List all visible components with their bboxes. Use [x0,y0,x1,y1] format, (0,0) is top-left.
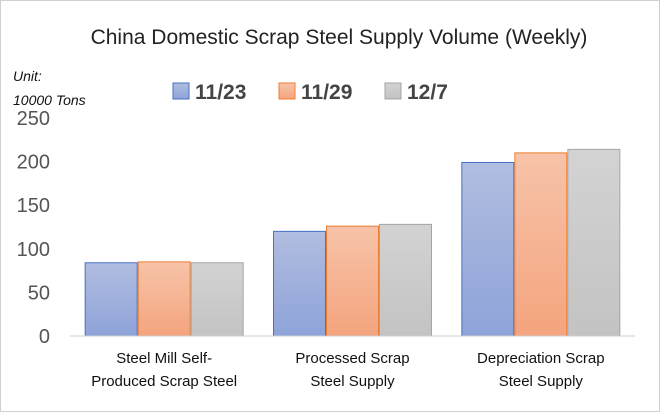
y-tick-label: 0 [39,326,50,348]
y-axis: 0 50 100 150 200 250 [17,108,50,348]
legend-label: 12/7 [407,81,448,104]
bar-11-29-cat1 [326,225,379,337]
legend-swatch [278,82,296,100]
bar-12-7-cat0 [190,262,244,337]
bar-12-7-cat2 [567,148,621,337]
legend-swatch [172,82,190,100]
unit-label-line2: 10000 Tons [13,92,86,108]
y-tick-label: 200 [17,152,50,174]
y-tick-label: 150 [17,195,50,217]
bars [84,148,621,337]
x-tick-label: Depreciation Scrap [477,350,605,367]
x-tick-label: Steel Mill Self- [116,350,212,367]
y-tick-label: 50 [28,282,50,304]
x-tick-label: Steel Supply [310,373,395,390]
legend-label: 11/29 [301,81,352,104]
x-tick-label: Processed Scrap [295,350,409,367]
bar-11-29-cat2 [514,152,568,337]
chart-title: China Domestic Scrap Steel Supply Volume… [91,26,588,49]
x-tick-label: Produced Scrap Steel [91,373,237,390]
x-axis: Steel Mill Self- Produced Scrap Steel Proc… [91,350,604,390]
legend-swatch [384,82,402,100]
bar-11-23-cat1 [273,230,326,337]
unit-label-line1: Unit: [13,68,42,84]
legend-label: 11/23 [195,81,246,104]
x-tick-label: Steel Supply [499,373,584,390]
bar-11-23-cat0 [84,262,138,337]
bar-11-23-cat2 [461,161,515,337]
bar-12-7-cat1 [379,223,432,337]
bar-11-29-cat0 [137,261,191,337]
y-tick-label: 100 [17,239,50,261]
y-tick-label: 250 [17,108,50,130]
legend: 11/23 11/29 12/7 [172,81,448,104]
